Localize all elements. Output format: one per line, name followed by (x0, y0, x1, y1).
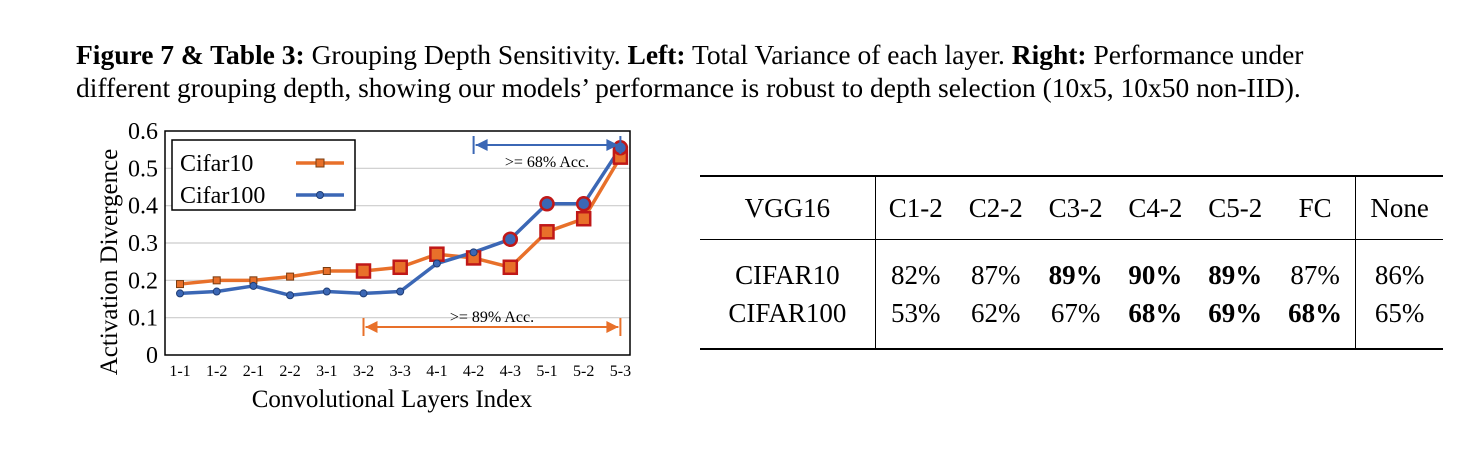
y-tick-label: 0.2 (128, 268, 158, 294)
table-cell: 62% (970, 297, 1021, 328)
table-cell: 82% (874, 239, 956, 294)
row-label: CIFAR100 (728, 297, 847, 328)
plot-frame (164, 130, 631, 356)
header-cell: C5-2 (1208, 192, 1263, 223)
table-cell: 87% (1290, 259, 1340, 290)
header-cell: VGG16 (744, 192, 831, 223)
table-cell: 67% (1050, 297, 1101, 328)
legend-box (171, 139, 356, 211)
table-row: CIFAR100 53% 62% 67% 68% 69% 68% 65% (700, 294, 1443, 349)
x-tick-label: 2-1 (243, 363, 264, 380)
caption-figure-label: Figure 7 & Table 3: (76, 39, 305, 70)
annotation-arrowhead (475, 139, 488, 151)
x-tick-label: 4-2 (463, 363, 484, 380)
data-point-cifar100 (359, 289, 368, 298)
table-cell: 68% (1288, 297, 1343, 328)
annotation-arrowhead (606, 139, 619, 151)
x-tick-label: 1-2 (206, 363, 227, 380)
x-tick-label: 3-3 (390, 363, 411, 380)
y-axis-label: Activation Divergence (96, 149, 123, 376)
data-point-cifar10 (502, 259, 519, 276)
caption-line-2: different grouping depth, showing our mo… (76, 72, 1301, 103)
data-point-cifar100 (432, 259, 441, 268)
data-point-cifar10 (212, 276, 221, 285)
legend-marker (315, 158, 325, 168)
data-point-cifar100 (322, 287, 331, 296)
x-tick-label: 4-1 (426, 363, 447, 380)
data-point-cifar100 (249, 281, 258, 290)
caption-left-text: Total Variance of each layer. (685, 39, 1012, 70)
activation-divergence-chart: 0 0.1 0.2 0.3 0.4 0.5 0.6 1-1 1-2 2-1 2-2 3-1 3-2 3-3… (96, 119, 631, 413)
data-point-cifar10 (429, 246, 445, 262)
header-cell: C4-2 (1128, 192, 1183, 223)
table-cell: 65% (1355, 294, 1443, 349)
data-point-cifar100 (286, 291, 295, 300)
caption-left-label: Left: (627, 39, 686, 70)
data-point-cifar10 (176, 280, 184, 289)
row-label: CIFAR10 (735, 259, 840, 290)
caption-figure-text: Grouping Depth Sensitivity. (304, 39, 628, 70)
results-table-wrap: VGG16 C1-2 C2-2 C3-2 C4-2 C5-2 FC None C… (700, 175, 1443, 350)
figure-caption: Figure 7 & Table 3: Grouping Depth Sensi… (76, 38, 1468, 104)
data-point-cifar100 (212, 287, 221, 296)
header-cell: None (1355, 176, 1443, 240)
data-point-cifar100 (502, 231, 519, 248)
table-header-row: VGG16 C1-2 C2-2 C3-2 C4-2 C5-2 FC None (700, 176, 1443, 240)
y-tick-label: 0.1 (128, 306, 158, 332)
data-point-cifar100 (539, 196, 555, 212)
caption-right-label: Right: (1011, 39, 1087, 70)
legend-label: Cifar10 (180, 151, 253, 177)
header-cell: C1-2 (874, 176, 956, 240)
data-point-cifar10 (539, 224, 555, 240)
y-tick-label: 0.3 (128, 231, 158, 257)
x-tick-label: 3-1 (316, 363, 337, 380)
data-point-cifar100 (176, 289, 184, 298)
y-tick-label: 0 (146, 343, 158, 369)
data-point-cifar10 (322, 267, 331, 275)
data-point-cifar10 (575, 210, 592, 227)
table-row: CIFAR10 82% 87% 89% 90% 89% 87% 86% (700, 239, 1443, 294)
x-tick-label: 4-3 (500, 363, 521, 380)
legend-label: Cifar100 (180, 183, 265, 209)
x-axis-label: Convolutional Layers Index (252, 386, 533, 413)
data-point-cifar100 (396, 287, 405, 296)
results-table: VGG16 C1-2 C2-2 C3-2 C4-2 C5-2 FC None C… (700, 175, 1443, 350)
x-tick-label: 2-2 (279, 363, 300, 380)
data-point-cifar100 (575, 196, 592, 212)
annotation-label: >= 68% Acc. (505, 154, 589, 171)
table-cell: 68% (1128, 297, 1183, 328)
y-tick-label: 0.4 (128, 194, 158, 220)
table-cell: 89% (1048, 259, 1103, 290)
annotation-label: >= 89% Acc. (450, 309, 534, 326)
x-tick-label: 5-1 (536, 363, 557, 380)
table-cell: 87% (970, 259, 1021, 290)
data-point-cifar10 (355, 263, 372, 279)
y-tick-label: 0.5 (128, 156, 158, 182)
x-tick-label: 3-2 (353, 363, 374, 380)
x-tick-label: 5-2 (573, 363, 594, 380)
x-tick-label: 1-1 (169, 363, 190, 380)
data-point-cifar100 (469, 248, 478, 257)
data-point-cifar10 (392, 259, 408, 276)
y-tick-label: 0.6 (128, 119, 158, 145)
table-cell: 86% (1355, 239, 1443, 294)
annotation-arrowhead (365, 321, 378, 333)
table-cell: 53% (874, 294, 956, 349)
table-cell: 89% (1208, 259, 1263, 290)
header-cell: FC (1298, 192, 1332, 223)
table-cell: 90% (1128, 259, 1183, 290)
data-point-cifar10 (286, 272, 295, 281)
header-cell: C2-2 (968, 192, 1023, 223)
x-tick-label: 5-3 (610, 363, 631, 380)
caption-line-1: Figure 7 & Table 3: Grouping Depth Sensi… (76, 38, 1468, 71)
annotation-arrowhead (606, 321, 619, 333)
caption-right-text: Performance under (1086, 39, 1304, 70)
table-cell: 69% (1208, 297, 1263, 328)
header-cell: C3-2 (1048, 192, 1103, 223)
legend-marker (316, 191, 324, 199)
